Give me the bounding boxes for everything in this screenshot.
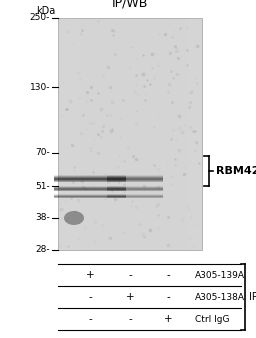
Bar (188, 18, 195, 250)
Text: -: - (88, 314, 92, 324)
Bar (54, 195, 126, 196)
Text: +: + (126, 292, 134, 302)
Bar (54, 174, 126, 175)
Bar (107, 196, 163, 197)
Bar (54, 187, 126, 188)
Bar (54, 196, 126, 197)
Bar (107, 176, 163, 177)
Text: -: - (128, 270, 132, 280)
Text: A305-138A: A305-138A (195, 292, 245, 301)
Text: 130-: 130- (29, 83, 50, 92)
Bar (107, 194, 163, 195)
Bar (94, 18, 101, 250)
Text: A305-139A: A305-139A (195, 270, 245, 280)
Bar (54, 176, 126, 177)
Text: +: + (164, 314, 172, 324)
Bar (54, 197, 126, 198)
Text: IP/WB: IP/WB (112, 0, 148, 10)
Bar (107, 190, 163, 191)
Bar (87, 18, 94, 250)
Bar (54, 178, 126, 179)
Bar (101, 18, 108, 250)
Text: -: - (166, 270, 170, 280)
Bar (123, 18, 130, 250)
Text: 250-: 250- (30, 14, 50, 23)
Bar (72, 18, 80, 250)
Bar (107, 186, 163, 187)
Bar (54, 194, 126, 195)
Bar (54, 179, 126, 180)
Bar (107, 177, 163, 178)
Text: 70-: 70- (35, 148, 50, 158)
Bar (152, 18, 159, 250)
Bar (107, 189, 163, 190)
Bar (107, 197, 163, 198)
Bar (195, 18, 202, 250)
Bar (54, 188, 126, 189)
Bar (166, 18, 173, 250)
Bar (130, 18, 137, 250)
Bar (107, 180, 163, 182)
Bar (173, 18, 180, 250)
Bar (107, 179, 163, 180)
Bar (54, 186, 126, 187)
Bar (108, 18, 116, 250)
Ellipse shape (64, 211, 84, 225)
Bar (107, 187, 163, 188)
Text: 28-: 28- (35, 245, 50, 255)
Bar (107, 188, 163, 189)
Text: 51-: 51- (35, 182, 50, 191)
Bar (107, 178, 163, 179)
Bar (107, 195, 163, 196)
Bar (54, 190, 126, 191)
Bar (80, 18, 87, 250)
Bar (107, 175, 163, 176)
Bar (159, 18, 166, 250)
Bar (54, 175, 126, 176)
Bar (137, 18, 144, 250)
Text: +: + (86, 270, 94, 280)
Text: kDa: kDa (36, 6, 55, 16)
Text: -: - (128, 314, 132, 324)
Bar (54, 189, 126, 190)
Bar (54, 180, 126, 182)
Text: 38-: 38- (35, 213, 50, 222)
Bar (116, 18, 123, 250)
Bar (180, 18, 188, 250)
Bar (58, 18, 202, 250)
Text: IP: IP (249, 292, 256, 302)
Bar (58, 18, 65, 250)
Bar (54, 177, 126, 178)
Text: Ctrl IgG: Ctrl IgG (195, 314, 229, 323)
Bar (65, 18, 72, 250)
Text: RBM42: RBM42 (216, 166, 256, 176)
Text: -: - (88, 292, 92, 302)
Text: -: - (166, 292, 170, 302)
Bar (107, 174, 163, 175)
Bar (144, 18, 152, 250)
